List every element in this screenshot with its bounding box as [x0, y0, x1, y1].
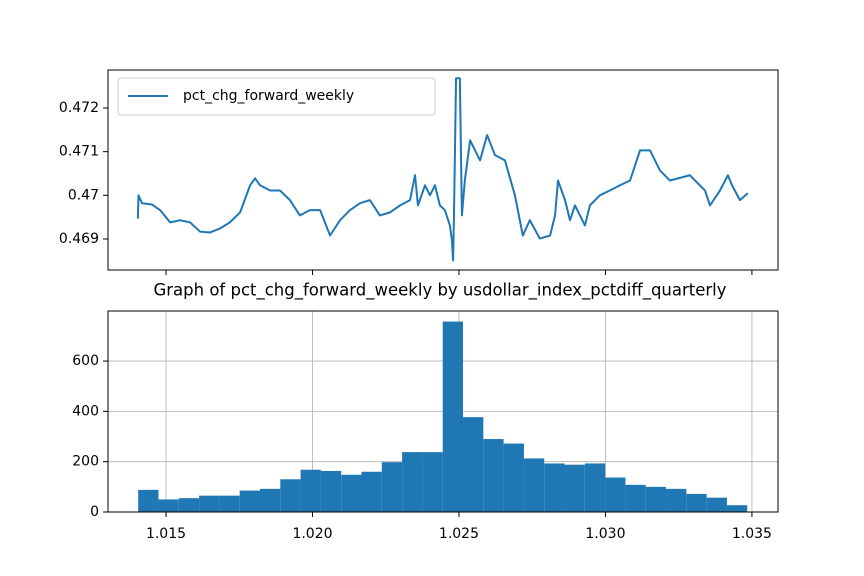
- bar: [686, 493, 707, 512]
- bar: [381, 462, 403, 512]
- y-tick-label: 400: [72, 403, 99, 419]
- y-tick-label: 200: [72, 454, 99, 470]
- bar: [239, 490, 260, 512]
- bar: [219, 495, 240, 512]
- bar: [402, 452, 423, 512]
- bar: [523, 458, 545, 512]
- bar: [463, 417, 484, 512]
- bar: [564, 464, 585, 512]
- y-tick-label: 0.469: [59, 231, 99, 247]
- bar: [544, 463, 565, 512]
- y-tick-label: 0.47: [68, 187, 99, 203]
- bar: [280, 479, 301, 512]
- bar: [199, 495, 220, 512]
- x-tick-label: 1.025: [439, 526, 479, 542]
- line: [136, 77, 749, 262]
- bar: [503, 443, 524, 512]
- bar: [158, 499, 179, 512]
- bar: [300, 469, 321, 512]
- legend-box: [117, 77, 436, 116]
- x-tick-label: 1.020: [292, 526, 332, 542]
- axes: 0.469 0.47 0.471 0.472 pct_chg_forward_weekl…: [59, 69, 779, 275]
- y-tick-label: 0.472: [59, 100, 99, 116]
- bar: [422, 452, 443, 512]
- x-tick-label: 1.030: [585, 526, 625, 542]
- x-tick-label: 1.015: [146, 526, 186, 542]
- bar: [726, 505, 748, 512]
- bar: [625, 484, 646, 512]
- legend: pct_chg_forward_weekly: [117, 77, 436, 116]
- bar: [341, 474, 362, 512]
- x-tick-label: 1.035: [732, 526, 772, 542]
- bar: [666, 488, 687, 512]
- bar: [605, 477, 626, 512]
- axes: Graph of pct_chg_forward_weekly by usdol…: [72, 281, 779, 542]
- y-tick-label: 0.471: [59, 144, 99, 160]
- bar: [442, 321, 464, 512]
- bar: [320, 470, 342, 512]
- axes-frame: [107, 69, 779, 271]
- bar: [138, 489, 159, 512]
- y-tick-label: 0: [90, 504, 99, 520]
- bar: [584, 463, 606, 512]
- bar: [706, 497, 727, 512]
- chart-title: Graph of pct_chg_forward_weekly by usdol…: [153, 281, 726, 301]
- bar: [178, 498, 200, 512]
- legend-label: pct_chg_forward_weekly: [183, 88, 354, 104]
- bar: [645, 486, 667, 512]
- bar: [483, 439, 504, 512]
- bar: [259, 488, 281, 512]
- bar: [361, 471, 382, 512]
- y-tick-label: 600: [72, 353, 99, 369]
